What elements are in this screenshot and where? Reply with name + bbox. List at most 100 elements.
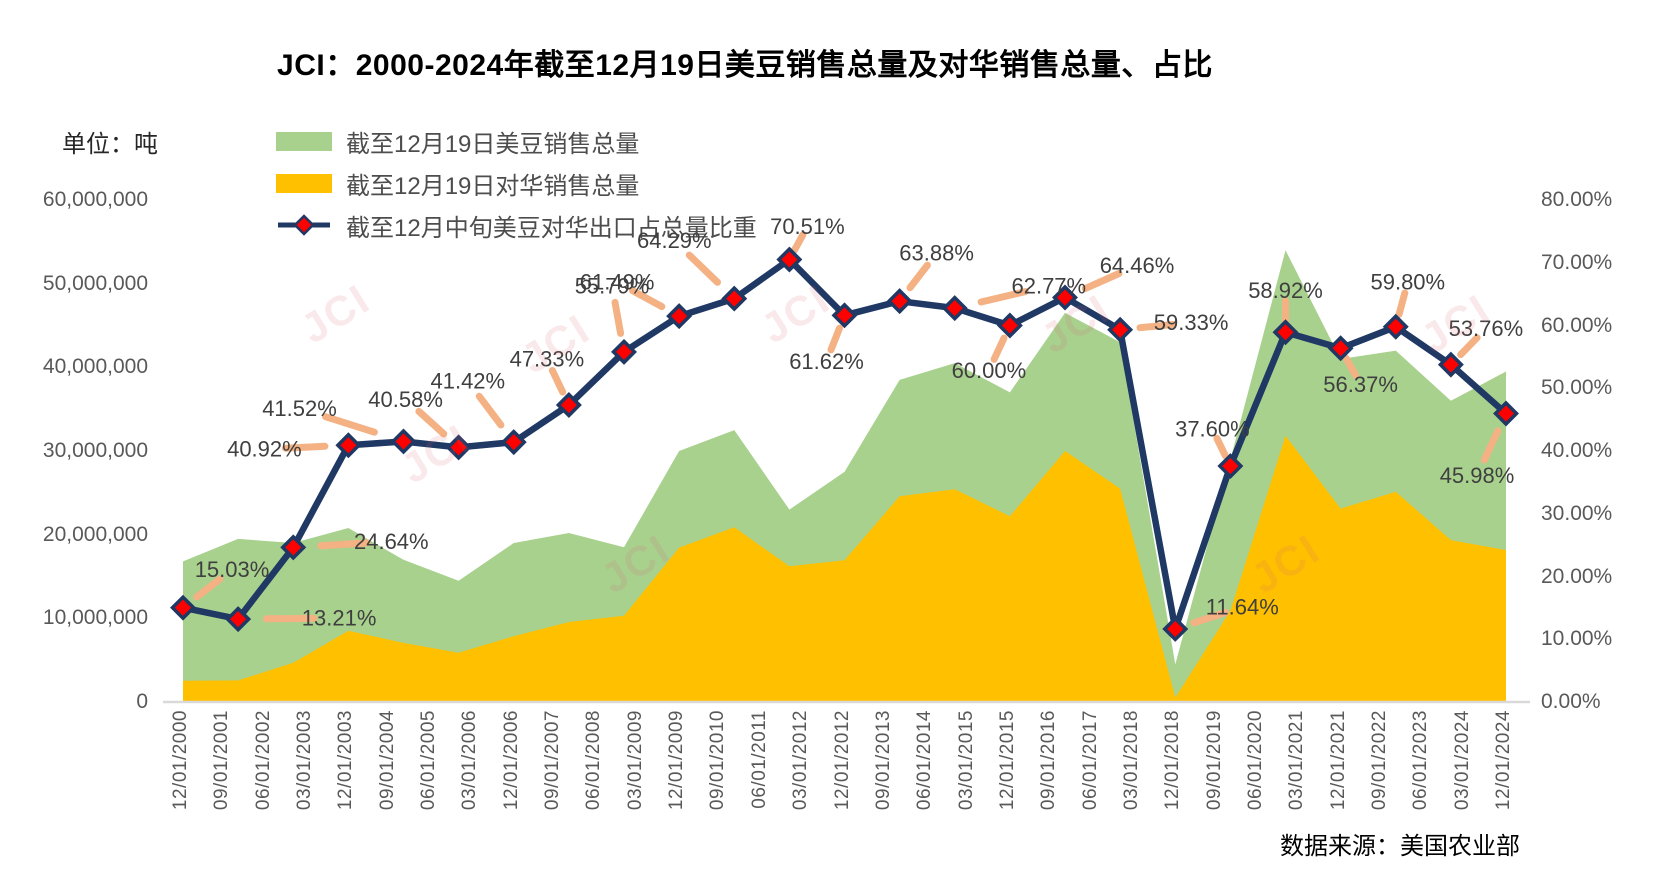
ratio-label-2009: 61.49% [580,270,655,295]
label-leader-line [1480,427,1502,464]
x-axis-tick: 06/01/2011 [748,710,770,809]
ratio-label-2019: 37.60% [1175,417,1250,442]
marker-2004 [390,428,417,455]
left-axis-tick: 30,000,000 [42,439,148,462]
marker-2022 [1382,313,1409,340]
x-axis-tick: 06/01/2023 [1410,710,1432,811]
marker-2005 [445,434,472,461]
x-axis-tick: 12/01/2012 [831,710,853,811]
legend-item-label: 截至12月中旬美豆对华出口占总量比重 [346,214,757,242]
marker-2008 [611,338,637,365]
x-axis-tick: 09/01/2001 [211,710,233,811]
label-leader-line [1190,609,1229,627]
right-axis-tick: 40.00% [1541,439,1613,462]
legend-item-2: 截至12月中旬美豆对华出口占总量比重 [276,210,757,242]
unit-label: 单位：吨 [62,131,158,158]
x-axis-tick: 06/01/2005 [418,710,440,811]
marker-2018 [1162,615,1189,642]
ratio-label-2002: 24.64% [354,529,429,554]
data-source-label: 数据来源：美国农业部 [1280,833,1520,860]
ratio-label-2004: 41.52% [262,396,337,421]
marker-2023 [1437,351,1464,378]
ratio-label-2023: 53.76% [1449,316,1524,341]
marker-2017 [1107,316,1134,343]
marker-2007 [555,392,582,418]
ratio-label-2007: 47.33% [510,347,585,372]
x-axis-tick: 03/01/2003 [294,710,316,811]
marker-2016 [1052,284,1078,311]
ratio-label-2005: 40.58% [368,387,443,412]
x-axis-tick: 12/01/2009 [666,710,688,811]
right-axis-tick: 0.00% [1541,690,1601,713]
x-axis-tick: 09/01/2007 [542,710,564,811]
marker-2000 [170,594,196,621]
label-leader-line [790,231,807,254]
total-sales-area [183,250,1506,702]
label-leader-line [1342,354,1360,379]
label-leader-line [415,407,448,438]
x-axis-tick: 12/01/2006 [500,710,522,811]
right-axis-tick: 20.00% [1541,564,1613,588]
x-axis-tick: 03/01/2024 [1451,710,1473,811]
ratio-label-2010: 64.29% [637,228,712,253]
ratio-label-2014: 62.77% [1011,274,1086,299]
label-leader-line [317,539,371,550]
right-axis-tick: 10.00% [1541,627,1613,651]
legend-swatch-icon [276,131,332,151]
marker-2021 [1327,335,1354,362]
left-axis-tick: 60,000,000 [42,188,148,211]
marker-2024 [1493,400,1519,427]
right-axis-tick: 60.00% [1541,313,1613,337]
legend-item-label: 截至12月19日对华销售总量 [346,172,640,200]
marker-2012 [831,302,858,329]
x-axis-tick: 09/01/2019 [1203,710,1225,811]
china-sales-area [183,435,1506,702]
ratio-label-2020: 58.92% [1248,278,1323,303]
marker-2019 [1217,453,1244,480]
x-axis-tick: 06/01/2002 [252,710,274,811]
x-axis-tick: 03/01/2009 [624,710,646,811]
marker-2002 [280,534,307,561]
label-leader-line [193,575,224,601]
marker-2009 [666,303,693,330]
x-axis-tick: 03/01/2018 [1120,710,1142,811]
ratio-label-2000: 15.03% [195,557,270,582]
ratio-label-2022: 59.80% [1370,269,1445,294]
marker-2013 [886,288,913,315]
marker-2003 [335,432,362,459]
label-leader-line [990,334,1008,363]
marker-2006 [500,429,527,456]
marker-2011 [776,246,803,273]
marker-2014 [941,295,968,322]
x-axis-tick: 09/01/2022 [1368,710,1390,811]
x-axis-tick: 03/01/2012 [790,710,812,811]
left-axis-tick: 0 [136,690,148,713]
label-leader-line [1081,270,1123,293]
legend-item-label: 截至12月19日美豆销售总量 [346,130,640,158]
x-axis-tick: 06/01/2014 [914,710,936,811]
ratio-label-2013: 63.88% [899,241,974,266]
ratio-label-2021: 56.37% [1323,372,1398,397]
ratio-label-2024: 45.98% [1440,463,1515,488]
x-axis-tick: 06/01/2008 [583,710,605,811]
x-axis-tick: 12/01/2024 [1493,710,1514,811]
ratio-label-2003: 40.92% [227,437,302,462]
x-axis-tick: 09/01/2013 [872,710,894,811]
label-leader-line [611,298,625,337]
ratio-label-2011: 70.51% [770,214,845,239]
x-axis-tick: 09/01/2016 [1038,710,1060,811]
right-axis-tick: 50.00% [1541,376,1613,400]
left-axis-tick: 20,000,000 [42,522,148,546]
label-leader-line [1395,289,1409,318]
label-leader-line [548,367,567,396]
label-leader-line [629,287,666,311]
ratio-label-2018: 11.64% [1206,595,1279,620]
ratio-label-2016: 64.46% [1100,253,1175,278]
x-axis-tick: 09/01/2004 [376,710,398,811]
ratio-label-2001: 13.21% [302,606,377,631]
marker-2020 [1272,319,1299,346]
x-axis-tick: 12/01/2003 [335,710,357,811]
chart-title: JCI：2000-2024年截至12月19日美豆销售总量及对华销售总量、占比 [277,49,1213,82]
ratio-label-2008: 55.79% [575,273,650,298]
